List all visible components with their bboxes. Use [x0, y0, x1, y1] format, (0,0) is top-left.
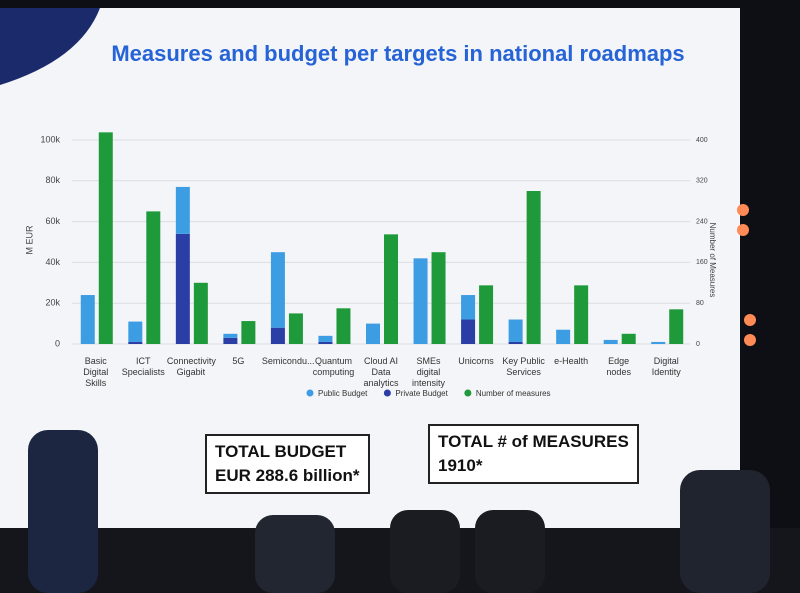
x-tick-label: Key Public Services — [502, 356, 545, 377]
x-tick-label: Unicorns — [458, 356, 494, 366]
bar-segment — [270, 252, 285, 328]
bar — [241, 321, 256, 344]
annotation-text: EUR 288.6 billion* — [215, 466, 360, 485]
legend-swatch — [383, 389, 391, 397]
y-tick-label: 40k — [45, 257, 60, 267]
bar-segment — [128, 321, 143, 342]
x-tick-label: Quantum computing — [312, 356, 355, 377]
x-tick-label: Connectivity Gigabit — [166, 356, 216, 377]
bar-segment — [413, 258, 428, 344]
bar-segment — [556, 329, 571, 344]
legend-swatch — [464, 389, 472, 397]
bar-segment — [175, 233, 190, 344]
panelist — [255, 515, 335, 593]
y-tick-label: 100k — [40, 134, 60, 144]
bar — [479, 285, 494, 344]
bar — [288, 313, 303, 344]
x-tick-label: Digital Identity — [651, 356, 681, 377]
bar-segment — [318, 341, 333, 344]
bar — [98, 132, 113, 344]
x-tick-label: Cloud AI Data analytics — [363, 356, 399, 388]
y2-tick-label: 400 — [696, 137, 708, 144]
bar-segment — [603, 339, 618, 344]
stage-light — [737, 204, 749, 216]
legend-label: Public Budget — [318, 389, 368, 398]
y2-tick-label: 0 — [696, 341, 700, 348]
annotation-title: TOTAL # of MEASURES — [438, 432, 629, 451]
speaker — [28, 430, 98, 593]
y2-tick-label: 160 — [696, 259, 708, 266]
annotation-box: TOTAL BUDGET EUR 288.6 billion* — [205, 434, 370, 494]
bar-segment — [270, 327, 285, 344]
y2-tick-label: 320 — [696, 178, 708, 185]
x-tick-label: Basic Digital Skills — [83, 356, 109, 388]
x-tick-label: Edge nodes — [606, 356, 631, 377]
bar — [669, 309, 684, 344]
panelist — [680, 470, 770, 593]
legend-label: Private Budget — [395, 389, 448, 398]
y-tick-label: 60k — [45, 216, 60, 226]
bar-segment — [366, 323, 380, 344]
legend-label: Number of measures — [476, 389, 551, 398]
y2-tick-label: 80 — [696, 300, 704, 307]
x-tick-label: ICT Specialists — [121, 356, 165, 377]
x-tick-label: 5G — [232, 356, 245, 366]
annotation-text: 1910* — [438, 456, 483, 475]
slide-corner — [0, 8, 100, 85]
panelist — [390, 510, 460, 593]
y-axis-label: M EUR — [24, 225, 34, 255]
bar — [431, 252, 446, 344]
bar-segment — [175, 186, 190, 234]
annotation-title: TOTAL BUDGET — [215, 442, 347, 461]
legend-swatch — [306, 389, 314, 397]
stage-light — [737, 224, 749, 236]
stage-light — [744, 334, 756, 346]
bar-segment — [508, 319, 523, 342]
bar-segment — [461, 295, 476, 320]
bar-segment — [318, 335, 333, 342]
bar — [384, 234, 398, 344]
bar — [146, 211, 161, 344]
chart-title: Measures and budget per targets in natio… — [111, 41, 684, 66]
y-tick-label: 20k — [45, 298, 60, 308]
bar-segment — [508, 341, 523, 344]
bar — [526, 191, 541, 344]
panelist — [475, 510, 545, 593]
bar-segment — [651, 341, 666, 344]
y2-axis-label: Number of Measures — [708, 223, 717, 298]
bar — [621, 333, 636, 344]
y-tick-label: 80k — [45, 175, 60, 185]
y-tick-label: 0 — [55, 338, 60, 348]
x-tick-label: SMEs digital intensity — [412, 356, 446, 388]
stage-light — [744, 314, 756, 326]
bar — [193, 282, 208, 344]
bar — [574, 285, 589, 344]
y2-tick-label: 240 — [696, 218, 708, 225]
bar-segment — [461, 319, 476, 344]
bar-segment — [223, 333, 238, 338]
x-tick-label: Semicondu... — [261, 356, 315, 366]
bar-segment — [80, 295, 95, 344]
bar-segment — [128, 341, 143, 344]
annotation-box: TOTAL # of MEASURES 1910* — [428, 424, 639, 484]
bar — [336, 308, 351, 344]
bar-segment — [223, 337, 238, 344]
x-tick-label: e-Health — [554, 356, 589, 366]
